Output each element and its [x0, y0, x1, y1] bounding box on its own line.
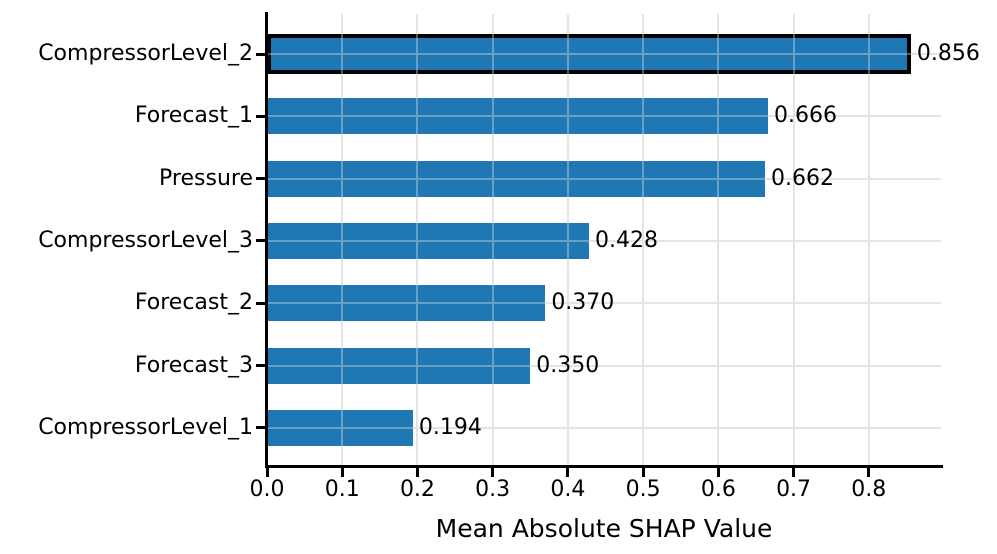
y-tick-mark — [256, 114, 265, 118]
y-tick-label: CompressorLevel_3 — [38, 227, 253, 253]
x-tick-label: 0.3 — [475, 477, 511, 502]
y-axis-spine — [265, 12, 268, 468]
bar — [267, 222, 589, 259]
x-tick-mark — [792, 468, 796, 477]
y-tick-label: CompressorLevel_2 — [38, 41, 253, 66]
x-tick-mark — [716, 468, 720, 477]
value-label: 0.350 — [536, 352, 600, 378]
value-label: 0.370 — [551, 290, 615, 316]
bar — [267, 34, 911, 74]
value-label: 0.194 — [418, 414, 482, 440]
y-tick-label: Forecast_3 — [134, 352, 253, 378]
x-tick-mark — [415, 468, 419, 477]
y-tick-label: Forecast_1 — [134, 103, 253, 129]
y-tick-mark — [256, 364, 265, 367]
y-tick-label: Forecast_2 — [134, 290, 253, 316]
value-label: 0.666 — [773, 103, 837, 129]
value-label: 0.856 — [916, 41, 980, 66]
x-axis-spine — [265, 465, 943, 468]
bar — [267, 347, 531, 384]
x-tick-label: 0.8 — [851, 477, 887, 502]
x-axis-label: Mean Absolute SHAP Value — [435, 514, 773, 543]
x-tick-label: 0.2 — [399, 477, 435, 502]
x-tick-mark — [340, 468, 344, 477]
bar — [267, 285, 546, 322]
x-tick-label: 0.5 — [625, 477, 661, 502]
x-tick-label: 0.4 — [550, 477, 586, 502]
bar — [267, 409, 413, 446]
bars-layer — [267, 14, 941, 465]
y-tick-mark — [256, 177, 265, 181]
y-tick-mark — [256, 239, 265, 243]
value-label: 0.428 — [594, 227, 658, 253]
x-tick-mark — [867, 468, 871, 477]
plot-area: 0.856 0.666 0.662 0.428 0.370 0.350 0.194 — [267, 14, 980, 465]
value-label: 0.662 — [770, 165, 834, 191]
x-tick-mark — [566, 468, 570, 477]
x-tick-mark — [641, 468, 645, 477]
x-tick-label: 0.6 — [700, 477, 736, 502]
y-tick-label: CompressorLevel_1 — [38, 414, 253, 440]
y-tick-mark — [256, 426, 265, 430]
bar — [267, 160, 765, 197]
x-tick-label: 0.0 — [249, 477, 285, 502]
y-tick-mark — [256, 52, 265, 56]
x-tick-label: 0.7 — [776, 477, 812, 502]
bar — [267, 98, 768, 135]
x-tick-mark — [491, 468, 495, 477]
y-tick-mark — [256, 301, 265, 305]
x-tick-mark — [265, 468, 269, 477]
x-tick-label: 0.1 — [324, 477, 360, 502]
y-tick-label: Pressure — [159, 165, 253, 191]
